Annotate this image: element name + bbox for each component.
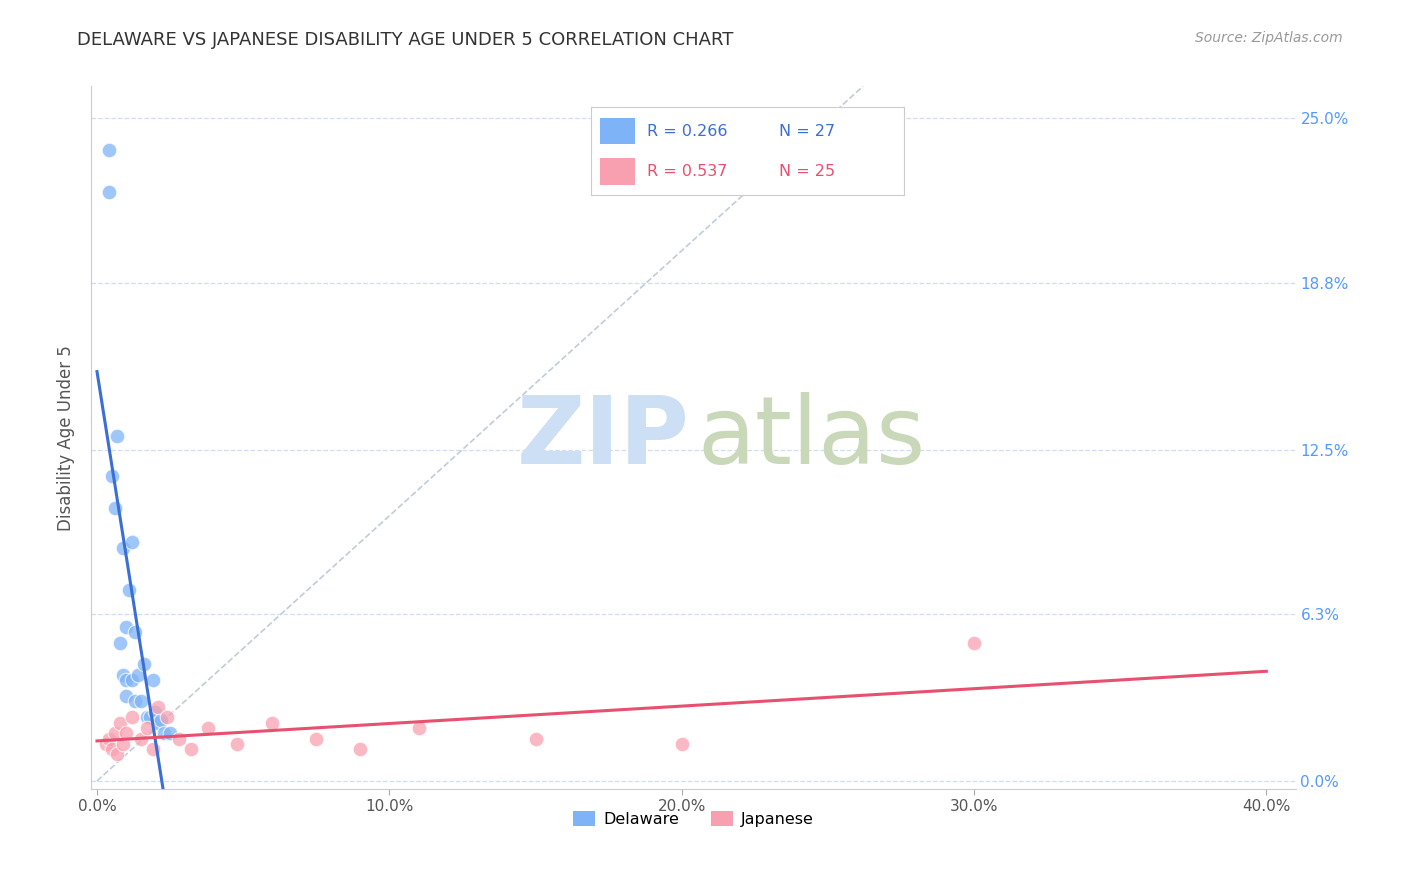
- Point: [115, 689, 138, 703]
- Point: [124, 694, 146, 708]
- Point: [138, 710, 160, 724]
- Point: [112, 541, 135, 555]
- Y-axis label: Disability Age Under 5: Disability Age Under 5: [58, 344, 75, 531]
- Point: [226, 737, 249, 751]
- Point: [121, 673, 143, 688]
- Point: [135, 721, 157, 735]
- Text: ZIP: ZIP: [517, 392, 690, 483]
- Point: [97, 731, 120, 746]
- Point: [145, 705, 167, 719]
- Point: [129, 731, 152, 746]
- Point: [94, 737, 117, 751]
- Point: [97, 186, 120, 200]
- Point: [148, 699, 170, 714]
- Point: [127, 668, 149, 682]
- Text: DELAWARE VS JAPANESE DISABILITY AGE UNDER 5 CORRELATION CHART: DELAWARE VS JAPANESE DISABILITY AGE UNDE…: [77, 31, 734, 49]
- Point: [150, 713, 173, 727]
- Point: [115, 620, 138, 634]
- Point: [115, 726, 138, 740]
- Point: [103, 500, 125, 515]
- Point: [141, 673, 163, 688]
- Point: [121, 710, 143, 724]
- Point: [524, 731, 547, 746]
- Point: [115, 673, 138, 688]
- Point: [156, 710, 179, 724]
- Point: [132, 657, 155, 672]
- Point: [159, 726, 181, 740]
- Point: [135, 710, 157, 724]
- Point: [112, 737, 135, 751]
- Point: [129, 694, 152, 708]
- Point: [124, 625, 146, 640]
- Point: [305, 731, 328, 746]
- Point: [408, 721, 430, 735]
- Point: [349, 742, 371, 756]
- Point: [118, 582, 141, 597]
- Point: [110, 636, 132, 650]
- Point: [100, 742, 122, 756]
- Point: [671, 737, 693, 751]
- Point: [180, 742, 202, 756]
- Point: [141, 742, 163, 756]
- Point: [107, 747, 129, 762]
- Point: [167, 731, 190, 746]
- Legend: Delaware, Japanese: Delaware, Japanese: [567, 805, 821, 834]
- Text: Source: ZipAtlas.com: Source: ZipAtlas.com: [1195, 31, 1343, 45]
- Point: [110, 715, 132, 730]
- Point: [153, 726, 176, 740]
- Point: [262, 715, 284, 730]
- Point: [107, 429, 129, 443]
- Point: [97, 143, 120, 157]
- Point: [100, 469, 122, 483]
- Text: atlas: atlas: [697, 392, 925, 483]
- Point: [121, 535, 143, 549]
- Point: [148, 715, 170, 730]
- Point: [112, 668, 135, 682]
- Point: [197, 721, 219, 735]
- Point: [963, 636, 986, 650]
- Point: [103, 726, 125, 740]
